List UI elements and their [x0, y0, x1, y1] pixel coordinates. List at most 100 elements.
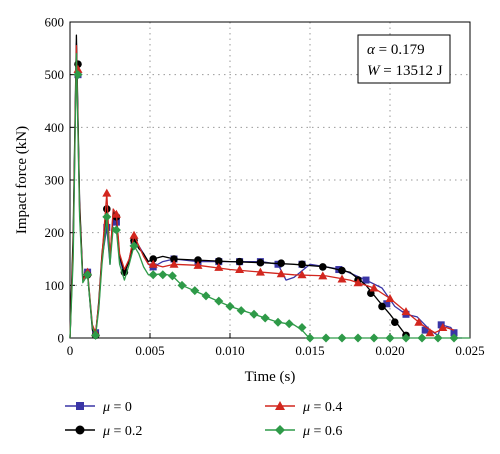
series-3-point-21 [321, 333, 331, 343]
series-1-point-9 [194, 256, 202, 264]
legend-marker-3 [275, 425, 285, 435]
series-2-point-5 [129, 230, 139, 239]
y-axis-title: Impact force (kN) [14, 126, 30, 234]
series-2-point-11 [255, 267, 265, 276]
series-2-point-17 [369, 283, 379, 292]
series-3-point-29 [449, 333, 459, 343]
series-2-point-12 [276, 269, 286, 278]
x-tick-label-1: 0.005 [135, 343, 164, 358]
legend-marker-0 [76, 402, 84, 410]
series-1-point-12 [256, 258, 265, 267]
series-3-point-3 [102, 212, 112, 222]
series-2-point-13 [297, 270, 307, 279]
series-3-point-9 [177, 280, 187, 290]
series-0-point-18 [421, 326, 429, 334]
series-2-point-10 [235, 265, 245, 274]
y-tick-label-0: 0 [58, 331, 65, 346]
series-3-point-13 [225, 301, 235, 311]
series-0-point-15 [362, 276, 370, 284]
series-1-point-20 [391, 318, 399, 327]
legend-label-2: μ = 0.4 [302, 400, 342, 415]
x-tick-label-0: 0 [67, 343, 74, 358]
series-1-point-14 [298, 260, 306, 269]
legend-marker-2 [275, 401, 285, 410]
series-layer [69, 34, 470, 343]
series-2-point-22 [438, 322, 448, 331]
y-tick-label-1: 100 [45, 278, 65, 293]
annotation-box: α = 0.179 W = 13512 J [357, 34, 451, 84]
series-line-1 [69, 34, 407, 339]
series-0-point-3 [103, 223, 111, 231]
series-3-point-22 [337, 333, 347, 343]
legend-item-1: μ = 0.2 [65, 424, 142, 439]
series-0-point-20 [450, 329, 458, 337]
series-3-point-17 [273, 317, 283, 327]
series-2-point-20 [414, 317, 424, 326]
series-3-point-19 [297, 322, 307, 332]
series-3-point-18 [284, 319, 294, 329]
annotation-line-1: α = 0.179 [367, 42, 425, 58]
series-line-0 [69, 42, 462, 339]
series-3-point-11 [201, 291, 211, 301]
legend-item-2: μ = 0.4 [265, 400, 342, 415]
energy-value: = 13512 J [380, 63, 443, 79]
legend: μ = 0 μ = 0.2 μ = 0.4 μ = 0.6 [65, 400, 342, 439]
series-3-point-15 [249, 309, 259, 319]
series-1-point-11 [235, 257, 244, 266]
legend-label-3: μ = 0.6 [302, 424, 342, 439]
legend-label-0: μ = 0 [102, 400, 132, 415]
y-tick-label-6: 600 [45, 15, 65, 30]
series-3-point-1 [83, 270, 93, 280]
series-3-point-5 [129, 241, 139, 251]
series-2-point-3 [102, 188, 112, 197]
series-3-point-26 [401, 333, 411, 343]
y-tick-label-3: 300 [45, 173, 65, 188]
series-1-point-8 [170, 255, 178, 263]
series-3-point-28 [433, 333, 443, 343]
series-3-point-20 [305, 333, 315, 343]
series-2-point-21 [425, 328, 435, 337]
series-2-point-14 [318, 271, 328, 280]
series-1-point-13 [277, 259, 286, 268]
series-2-point-19 [401, 307, 411, 316]
series-1-point-19 [378, 302, 386, 311]
series-3-point-4 [111, 225, 121, 235]
y-tick-label-2: 200 [45, 225, 65, 240]
x-tick-label-5: 0.025 [455, 343, 484, 358]
series-line-3 [69, 52, 470, 339]
legend-item-3: μ = 0.6 [265, 424, 342, 439]
series-2-point-18 [385, 294, 395, 302]
x-axis-title: Time (s) [245, 369, 296, 385]
series-line-2 [69, 45, 455, 339]
series-3-point-14 [236, 306, 246, 316]
series-1-point-16 [338, 266, 346, 275]
series-3-point-8 [167, 271, 177, 281]
series-2 [69, 45, 455, 339]
series-2-point-7 [169, 259, 179, 268]
grid [70, 22, 470, 338]
series-2-point-8 [193, 260, 203, 269]
series-1-point-15 [319, 263, 327, 271]
series-3-point-2 [91, 330, 101, 340]
legend-item-0: μ = 0 [65, 400, 132, 415]
y-tick-label-4: 400 [45, 120, 65, 135]
series-3-point-27 [417, 333, 427, 343]
series-3-point-25 [385, 333, 395, 343]
alpha-symbol: α [367, 42, 376, 58]
series-3-point-12 [214, 296, 224, 306]
series-2-point-6 [148, 259, 158, 268]
series-1-point-10 [215, 257, 223, 265]
series-3-point-16 [260, 313, 270, 323]
series-2-point-4 [111, 209, 121, 218]
x-tick-label-2: 0.010 [215, 343, 244, 358]
series-3-point-10 [190, 286, 200, 296]
series-3-point-6 [148, 270, 158, 280]
series-0-point-16 [383, 300, 391, 308]
series-3-point-23 [353, 333, 363, 343]
series-2-point-9 [214, 262, 224, 271]
energy-symbol: W [367, 63, 381, 79]
axis-ticks: 0 0.005 0.010 0.015 0.020 0.025 0 100 200 300 400 5… [45, 15, 485, 359]
legend-marker-1 [75, 425, 85, 435]
series-3 [69, 52, 470, 343]
